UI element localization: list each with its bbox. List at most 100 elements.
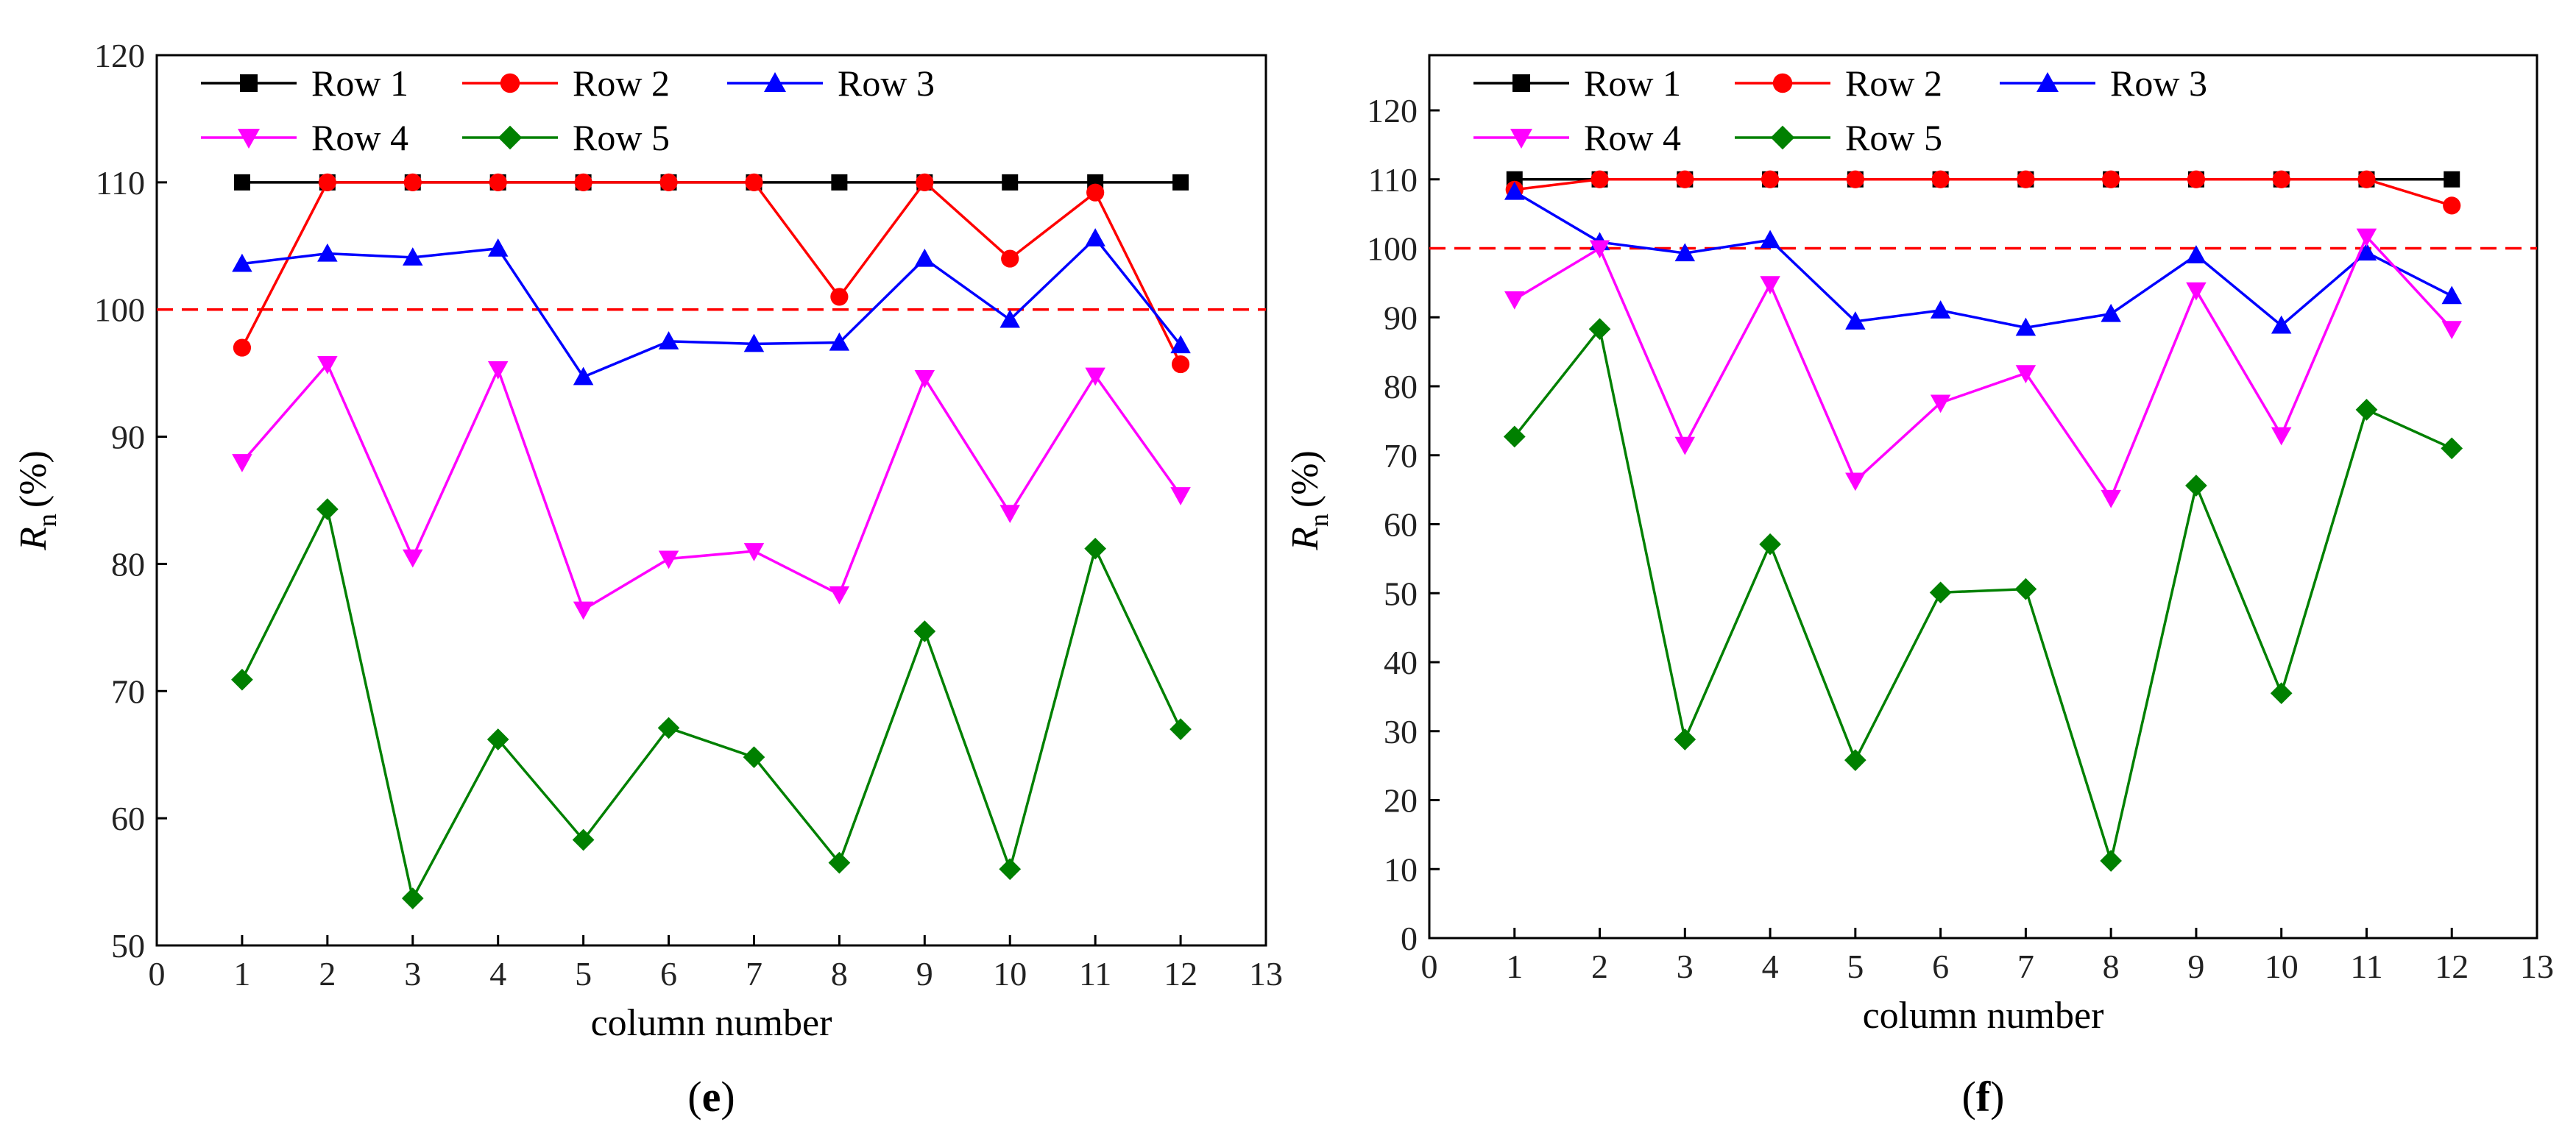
- data-point: [574, 173, 592, 191]
- data-point: [1504, 181, 1525, 200]
- x-tick-label: 13: [2520, 948, 2554, 985]
- data-point: [2017, 170, 2035, 188]
- legend-item-row-2: Row 2: [462, 63, 670, 104]
- series-row-4: [232, 356, 1191, 620]
- data-point: [743, 543, 765, 561]
- data-point: [2015, 365, 2037, 383]
- data-point: [1930, 394, 1951, 413]
- data-point: [914, 248, 935, 267]
- data-point: [1760, 276, 1780, 294]
- data-point: [1085, 367, 1105, 386]
- data-point: [658, 331, 679, 349]
- legend-item-row-2: Row 2: [1735, 63, 1942, 104]
- x-tick-label: 6: [660, 955, 677, 993]
- data-point: [2355, 399, 2378, 421]
- panel-label-open: (: [687, 1073, 701, 1121]
- legend-marker: [2037, 72, 2059, 92]
- data-point: [657, 717, 680, 739]
- legend-item-row-4: Row 4: [201, 117, 408, 158]
- data-point: [1760, 230, 1780, 249]
- data-point: [231, 668, 253, 691]
- y-tick-label: 90: [1384, 299, 1418, 336]
- data-point: [1172, 174, 1189, 191]
- x-tick-label: 2: [319, 955, 336, 993]
- y-axis-label-unit: (%): [13, 450, 54, 508]
- data-point: [1086, 183, 1105, 202]
- data-point: [1002, 174, 1019, 191]
- legend-item-row-5: Row 5: [1735, 117, 1942, 158]
- panel-label-close: ): [1990, 1073, 2004, 1121]
- series-row-4: [1504, 228, 2462, 508]
- x-tick-label: 11: [2350, 948, 2382, 985]
- series-row-2: [1505, 170, 2461, 215]
- data-point: [489, 173, 507, 191]
- legend-item-row-3: Row 3: [727, 63, 935, 104]
- data-point: [659, 173, 678, 191]
- data-point: [232, 253, 252, 272]
- data-point: [828, 851, 851, 874]
- x-tick-label: 7: [746, 955, 762, 993]
- data-point: [999, 309, 1020, 328]
- data-point: [316, 498, 339, 520]
- data-point: [745, 173, 763, 191]
- series-line: [241, 236, 1182, 379]
- data-point: [2443, 196, 2461, 215]
- y-tick-label: 80: [1384, 368, 1418, 405]
- data-point: [317, 243, 338, 262]
- series-line: [1513, 326, 2452, 866]
- data-point: [1504, 291, 1525, 310]
- data-point: [1676, 170, 1694, 188]
- x-tick-label: 0: [1421, 948, 1438, 985]
- y-axis-label-sub: n: [32, 514, 62, 527]
- panel-label-letter: f: [1976, 1073, 1991, 1121]
- data-point: [1170, 487, 1191, 505]
- data-point: [2441, 285, 2462, 305]
- data-point: [829, 586, 850, 605]
- data-point: [401, 887, 424, 909]
- y-tick-label: 0: [1401, 920, 1418, 957]
- data-point: [1171, 355, 1190, 374]
- legend-item-row-3: Row 3: [2000, 63, 2207, 104]
- data-point: [1845, 311, 1866, 330]
- panel-label: (e): [687, 1073, 735, 1121]
- x-tick-label: 4: [489, 955, 506, 993]
- data-point: [2444, 171, 2460, 188]
- data-point: [2187, 170, 2206, 188]
- series-row-5: [231, 498, 1192, 909]
- legend-label: Row 2: [1845, 63, 1942, 104]
- x-tick-label: 10: [2265, 948, 2299, 985]
- data-point: [999, 858, 1022, 881]
- data-point: [403, 549, 423, 568]
- series-row-5: [1503, 318, 2463, 872]
- data-point: [1085, 228, 1105, 246]
- data-point: [232, 454, 252, 472]
- plot-frame: [155, 54, 1267, 947]
- y-tick-label: 100: [94, 291, 145, 329]
- x-tick-label: 4: [1762, 948, 1779, 985]
- series-line: [1513, 191, 2453, 330]
- legend-marker: [1510, 129, 1532, 149]
- data-point: [1845, 472, 1866, 491]
- y-tick-label: 120: [94, 37, 145, 74]
- x-tick-label: 13: [1249, 955, 1283, 993]
- legend-marker: [1512, 74, 1530, 92]
- x-tick-label: 11: [1079, 955, 1111, 993]
- data-point: [1844, 749, 1866, 771]
- data-point: [1674, 436, 1696, 455]
- x-tick-label: 12: [1164, 955, 1197, 993]
- y-axis-label-main: R: [13, 527, 54, 551]
- series-line: [1513, 234, 2453, 501]
- data-point: [1084, 537, 1107, 560]
- y-tick-label: 10: [1384, 851, 1418, 888]
- panel-label-open: (: [1962, 1073, 1976, 1121]
- y-tick-label: 90: [111, 419, 145, 456]
- y-tick-label: 60: [111, 800, 145, 837]
- data-point: [658, 550, 679, 569]
- legend-label: Row 3: [2110, 63, 2207, 104]
- series-line: [1514, 178, 2452, 207]
- data-point: [2186, 245, 2207, 263]
- data-point: [1931, 170, 1950, 188]
- data-point: [318, 173, 336, 191]
- x-tick-label: 3: [404, 955, 421, 993]
